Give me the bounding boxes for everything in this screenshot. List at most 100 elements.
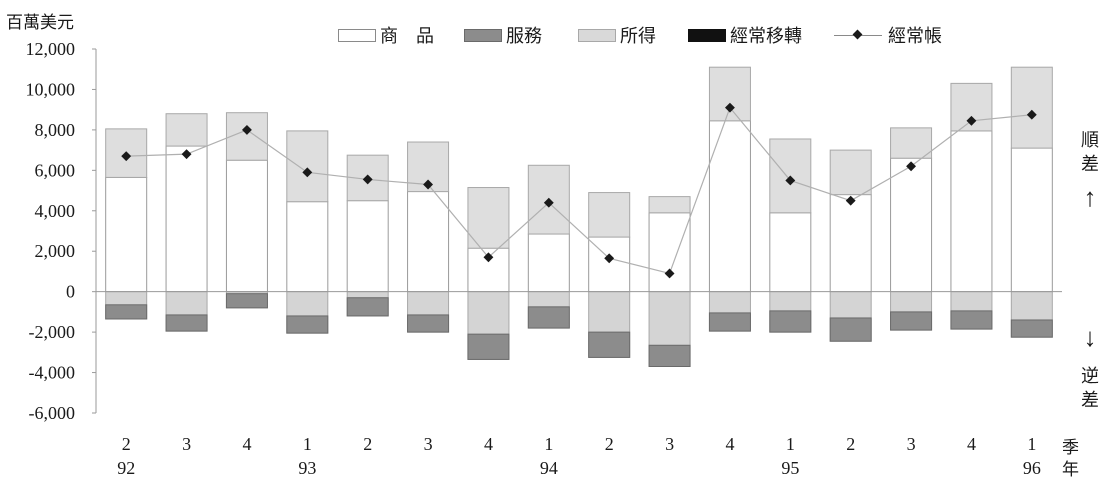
current-account-point (845, 195, 856, 206)
legend-item-services: 服務 (464, 24, 542, 46)
bar-goods (890, 157, 933, 293)
bar-goods (527, 233, 570, 293)
bar-transfers (467, 333, 510, 360)
x-tick-label-year: 95 (781, 458, 799, 478)
down-arrow-icon: ↓ (1083, 323, 1097, 352)
current-account-point (121, 151, 132, 162)
x-tick-label-quarter: 1 (544, 434, 553, 454)
legend-item-current-account: 經常帳 (834, 24, 942, 46)
x-tick-label-year: 92 (117, 458, 135, 478)
x-tick-label-quarter: 1 (303, 434, 312, 454)
legend-label-goods: 商 品 (380, 26, 434, 46)
legend-swatch-services (464, 28, 502, 42)
surplus-label: 順 差 (1081, 130, 1099, 174)
current-account-point (906, 161, 917, 172)
x-tick-label-quarter: 4 (484, 434, 493, 454)
current-account-point (543, 197, 554, 208)
bar-transfers (708, 312, 751, 332)
y-tick-label: 2,000 (35, 241, 76, 261)
bar-goods (950, 130, 993, 293)
bar-income (225, 112, 268, 161)
bar-transfers (527, 306, 570, 329)
bar-goods (105, 176, 148, 293)
deficit-label: 逆 差 (1081, 366, 1099, 410)
bar-goods (1010, 147, 1053, 293)
current-account-point (241, 124, 252, 135)
bar-transfers (588, 331, 631, 358)
legend-label-current-account: 經常帳 (888, 26, 942, 46)
bar-transfers (950, 310, 993, 330)
bar-income (890, 127, 933, 159)
current-account-point (664, 268, 675, 279)
year-axis-caption: 年 (1062, 460, 1079, 479)
y-tick-label: 10,000 (26, 79, 76, 99)
x-tick-label-quarter: 1 (786, 434, 795, 454)
current-account-point (785, 175, 796, 186)
y-tick-label: -2,000 (29, 322, 76, 342)
bar-goods (225, 159, 268, 293)
x-tick-label-quarter: 2 (363, 434, 372, 454)
bar-goods (648, 212, 691, 293)
x-tick-label-quarter: 3 (182, 434, 191, 454)
y-tick-label: 8,000 (35, 120, 76, 140)
legend-swatch-goods (338, 28, 376, 42)
bar-income (829, 149, 872, 196)
current-account-point (483, 252, 494, 263)
bar-transfers (407, 314, 450, 333)
legend-item-income: 所得 (578, 24, 656, 46)
current-account-point (966, 115, 977, 126)
bar-income (950, 82, 993, 132)
bar-income (165, 113, 208, 147)
y-axis-unit-label: 百萬美元 (6, 13, 74, 32)
bar-transfers (648, 344, 691, 367)
current-account-point (181, 149, 192, 160)
y-tick-label: 12,000 (26, 39, 76, 59)
legend-swatch-transfers (688, 28, 726, 42)
bar-transfers (286, 315, 329, 334)
legend-swatch-income (578, 28, 616, 42)
bar-goods (829, 194, 872, 293)
legend-label-services: 服務 (506, 26, 542, 46)
legend-item-transfers: 經常移轉 (688, 24, 802, 46)
x-tick-label-quarter: 4 (967, 434, 976, 454)
y-tick-label: 0 (66, 282, 75, 302)
bar-income (1010, 66, 1053, 149)
x-tick-label-quarter: 2 (846, 434, 855, 454)
bar-income (286, 130, 329, 203)
bar-goods (407, 191, 450, 293)
legend-item-goods: 商 品 (338, 24, 434, 46)
current-account-point (1026, 109, 1037, 120)
bar-transfers (225, 293, 268, 309)
x-tick-label-quarter: 4 (725, 434, 734, 454)
bar-transfers (829, 317, 872, 342)
bar-transfers (165, 314, 208, 332)
x-tick-label-year: 93 (298, 458, 316, 478)
x-tick-label-quarter: 1 (1027, 434, 1036, 454)
bar-transfers (890, 311, 933, 331)
bar-income (708, 66, 751, 122)
current-account-point (423, 179, 434, 190)
x-tick-label-quarter: 2 (122, 434, 131, 454)
quarter-axis-caption: 季 (1062, 438, 1079, 457)
current-account-line (126, 106, 1032, 275)
bar-goods (346, 200, 389, 293)
bar-goods (769, 212, 812, 293)
y-tick-label: -6,000 (29, 403, 76, 423)
bar-transfers (769, 310, 812, 333)
bar-income (467, 187, 510, 249)
up-arrow-icon: ↑ (1083, 183, 1097, 212)
legend-line-swatch (834, 29, 882, 42)
bar-transfers (105, 304, 148, 320)
x-tick-label-year: 96 (1023, 458, 1041, 478)
x-tick-label-quarter: 3 (665, 434, 674, 454)
bar-goods (286, 201, 329, 293)
legend-label-transfers: 經常移轉 (730, 26, 802, 46)
legend-label-income: 所得 (620, 26, 656, 46)
x-tick-label-year: 94 (540, 458, 558, 478)
current-account-point (724, 102, 735, 113)
y-tick-label: 6,000 (35, 160, 76, 180)
current-account-point (302, 167, 313, 178)
bar-transfers (346, 297, 389, 317)
bar-income (588, 192, 631, 238)
